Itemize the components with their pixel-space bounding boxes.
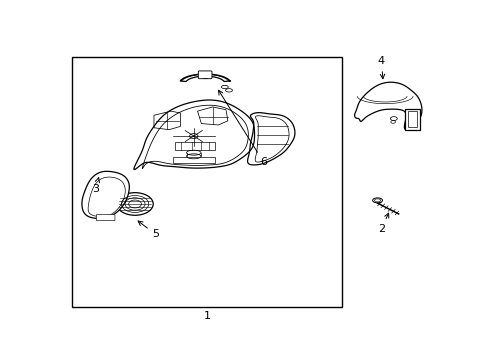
- FancyBboxPatch shape: [198, 71, 211, 79]
- Polygon shape: [180, 74, 229, 81]
- FancyBboxPatch shape: [96, 215, 115, 221]
- Text: 5: 5: [138, 221, 159, 239]
- Text: 4: 4: [377, 56, 384, 79]
- Text: 6: 6: [218, 90, 267, 167]
- Ellipse shape: [372, 198, 382, 203]
- Text: 3: 3: [92, 178, 99, 194]
- Ellipse shape: [389, 117, 396, 121]
- Polygon shape: [82, 171, 129, 219]
- Text: 1: 1: [203, 311, 210, 321]
- Polygon shape: [354, 82, 421, 130]
- Text: 2: 2: [377, 213, 388, 234]
- Ellipse shape: [225, 89, 232, 92]
- Bar: [72, 57, 341, 307]
- Ellipse shape: [117, 193, 153, 215]
- Ellipse shape: [221, 85, 228, 89]
- Polygon shape: [405, 109, 420, 130]
